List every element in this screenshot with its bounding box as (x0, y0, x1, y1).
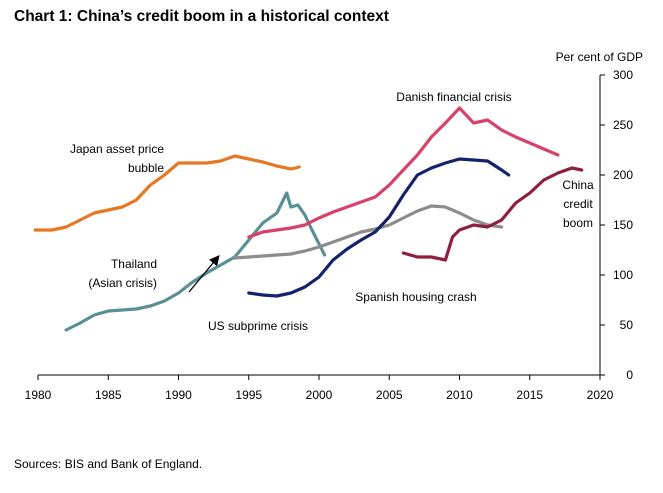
x-tick-label: 2010 (446, 388, 473, 402)
series-line-japan-asset-price-bubble (33, 154, 301, 232)
y-tick-label: 100 (613, 268, 633, 282)
series-label: credit (563, 197, 593, 211)
x-tick-label: 2015 (516, 388, 543, 402)
series-line-china-credit-boom (401, 166, 584, 262)
series-label: bubble (128, 161, 164, 175)
annotation-arrow (188, 254, 220, 293)
x-tick-label: 1985 (95, 388, 122, 402)
series-label: Japan asset price (70, 142, 164, 156)
x-tick-label: 2005 (376, 388, 403, 402)
series-line-thailand-asian-crisis- (64, 191, 327, 332)
series-label: Spanish housing crash (355, 290, 476, 304)
y-tick-label: 250 (613, 118, 633, 132)
chart-title: Chart 1: China’s credit boom in a histor… (14, 8, 389, 25)
y-axis-label: Per cent of GDP (556, 50, 643, 64)
series-label: Thailand (111, 257, 157, 271)
series-label: China (562, 178, 594, 192)
y-tick-label: 50 (620, 318, 634, 332)
x-tick-label: 2020 (587, 388, 614, 402)
y-tick-label: 300 (613, 68, 633, 82)
y-tick-label: 150 (613, 218, 633, 232)
series-label: Danish financial crisis (396, 90, 511, 104)
series-label: US subprime crisis (208, 319, 308, 333)
series-line-us-subprime-crisis (233, 204, 504, 260)
x-tick-label: 1995 (235, 388, 262, 402)
y-tick-label: 200 (613, 168, 633, 182)
x-tick-label: 1990 (165, 388, 192, 402)
source-note: Sources: BIS and Bank of England. (14, 457, 203, 471)
series-line-spanish-housing-crash (247, 157, 511, 298)
series-label: (Asian crisis) (88, 276, 157, 290)
x-tick-label: 1980 (25, 388, 52, 402)
series-line-danish-financial-crisis (247, 106, 560, 239)
series-label: boom (563, 216, 593, 230)
x-tick-label: 2000 (306, 388, 333, 402)
y-tick-label: 0 (626, 368, 633, 382)
